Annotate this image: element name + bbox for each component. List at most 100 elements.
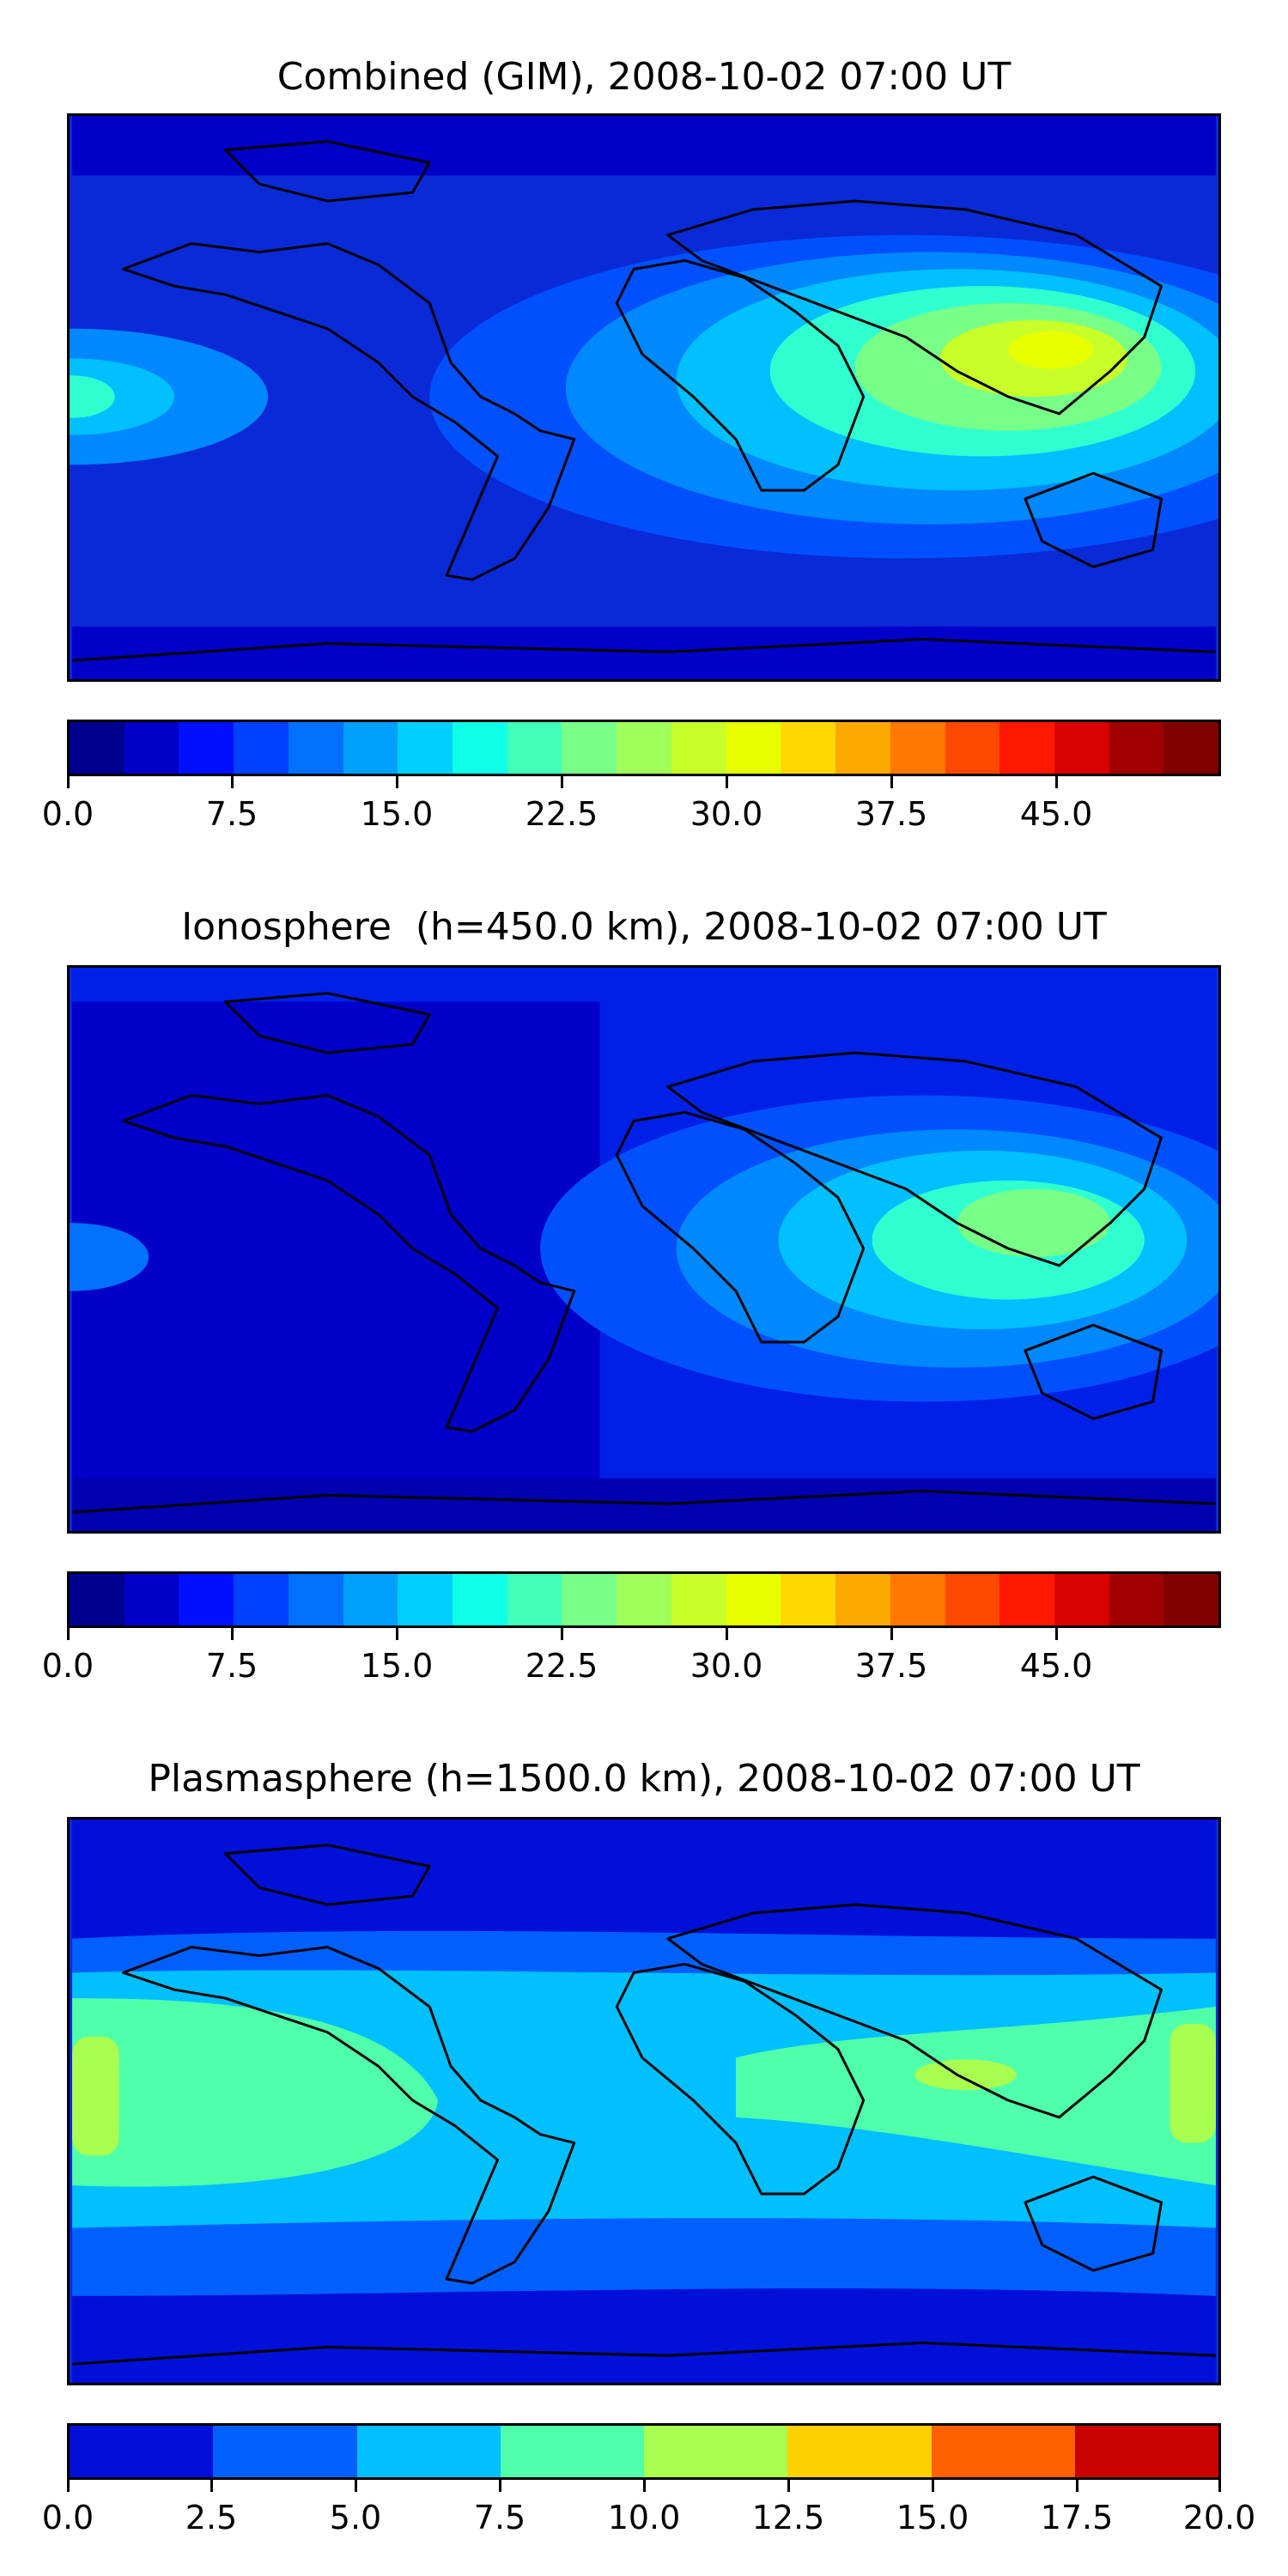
chart-title: Combined (GIM), 2008-10-02 07:00 UT (276, 55, 1012, 99)
colorbar-tick (890, 776, 893, 788)
coastline-australia (1024, 2175, 1163, 2272)
colorbar-segment (70, 722, 125, 774)
colorbar-ticks: 0.0 2.5 5.0 7.5 10.0 12.5 15.0 17.5 20.0 (42, 2480, 1255, 2537)
field-contour (914, 2059, 1018, 2091)
map-svg (71, 1820, 1216, 2383)
colorbar (67, 720, 1221, 776)
colorbar-tick (67, 2480, 70, 2492)
colorbar-tick-label: 45.0 (1019, 1647, 1093, 1685)
colorbar-tick (231, 776, 234, 788)
colorbar-tick (396, 776, 398, 788)
colorbar-tick (1055, 1628, 1058, 1640)
field-contour (736, 2007, 1216, 2186)
colorbar-tick (396, 1628, 398, 1640)
colorbar-tick (932, 2480, 934, 2492)
colorbar-tick-label: 15.0 (360, 795, 434, 833)
colorbar-tick-label: 7.5 (205, 795, 258, 833)
chart-title: Plasmasphere (h=1500.0 km), 2008-10-02 0… (148, 1757, 1140, 1801)
colorbar-ticks: 0.0 7.5 15.0 22.5 30.0 37.5 45.0 (42, 1628, 1221, 1685)
field-polar-south (72, 626, 1216, 679)
coastline-eurasia (666, 1051, 1163, 1267)
colorbar-tick (1218, 2480, 1221, 2492)
colorbar-segment (562, 722, 617, 774)
colorbar-tick-label: 10.0 (607, 2499, 681, 2537)
colorbar-segment (1074, 2426, 1218, 2477)
coastline-australia (1024, 471, 1163, 568)
colorbar (67, 2423, 1221, 2480)
colorbar-segment (617, 1574, 671, 1625)
colorbar-tick (1055, 776, 1058, 788)
colorbar-tick (787, 2480, 790, 2492)
colorbar-tick-label: 7.5 (205, 1647, 258, 1685)
colorbar-tick-label: 12.5 (751, 2499, 825, 2537)
colorbar-tick (355, 2480, 357, 2492)
colorbar-tick-label: 0.0 (41, 2499, 94, 2537)
colorbar-tick-label: 5.0 (329, 2499, 382, 2537)
colorbar-segment (343, 722, 398, 774)
colorbar-segment (507, 722, 562, 774)
colorbar-tick-label: 15.0 (360, 1647, 434, 1685)
colorbar-segment (507, 1574, 562, 1625)
colorbar-tick (890, 1628, 893, 1640)
field-contour (72, 1001, 600, 1479)
colorbar-segment (671, 1574, 726, 1625)
colorbar-segment (288, 722, 343, 774)
colorbar-tick-label: 17.5 (1040, 2499, 1114, 2537)
colorbar-tick (726, 776, 728, 788)
colorbar-tick-label: 2.5 (185, 2499, 238, 2537)
colorbar-tick-label: 30.0 (690, 1647, 763, 1685)
colorbar-segment (617, 722, 671, 774)
field-contour (957, 1188, 1111, 1257)
colorbar-segment (999, 722, 1054, 774)
colorbar-tick-label: 30.0 (690, 795, 763, 833)
field-contour (1170, 2023, 1216, 2143)
colorbar-segment (234, 1574, 289, 1625)
colorbar-tick-label: 37.5 (854, 795, 928, 833)
coastlines (71, 992, 1216, 1514)
colorbar-tick (1076, 2480, 1078, 2492)
colorbar-tick (726, 1628, 728, 1640)
colorbar-segment (1163, 722, 1218, 774)
map-plot (67, 965, 1221, 1534)
colorbar-segment (890, 722, 945, 774)
colorbar-segment (931, 2426, 1075, 2477)
field-polar-south (72, 1478, 1216, 1531)
colorbar-tick (561, 776, 563, 788)
colorbar-segment (70, 1574, 125, 1625)
colorbar (67, 1571, 1221, 1628)
colorbar-segment (726, 722, 781, 774)
field-contour (70, 1223, 149, 1291)
colorbar-segment (999, 1574, 1054, 1625)
colorbar-segment (562, 1574, 617, 1625)
colorbar-tick-label: 45.0 (1019, 795, 1093, 833)
colorbar-segment (671, 722, 726, 774)
colorbar-segment (179, 1574, 234, 1625)
colorbar-segment (288, 1574, 343, 1625)
colorbar-segment (453, 722, 507, 774)
coastline-americas (122, 242, 576, 581)
colorbar-segment (453, 1574, 507, 1625)
colorbar-tick-label: 22.5 (525, 1647, 598, 1685)
colorbar-tick-label: 7.5 (473, 2499, 526, 2537)
coastline-americas (122, 1946, 576, 2285)
colorbar-segment (124, 1574, 179, 1625)
colorbar-segment (70, 2426, 214, 2477)
colorbar-tick (561, 1628, 563, 1640)
colorbar-tick (231, 1628, 234, 1640)
chart-title: Ionosphere (h=450.0 km), 2008-10-02 07:0… (181, 905, 1107, 949)
coastline-africa (615, 1110, 866, 1344)
colorbar-segment (1163, 1574, 1218, 1625)
colorbar-segment (1054, 722, 1109, 774)
colorbar-segment (1109, 722, 1164, 774)
field-contour (72, 2036, 119, 2156)
coastlines (71, 1844, 1216, 2366)
field-contour (70, 375, 115, 418)
colorbar-tick (499, 2480, 501, 2492)
colorbar-tick-label: 37.5 (854, 1647, 928, 1685)
coastline-arctic (223, 1844, 431, 1906)
colorbar-tick-label: 20.0 (1182, 2499, 1256, 2537)
map-plot (67, 113, 1221, 682)
colorbar-segment (356, 2426, 501, 2477)
colorbar-segment (945, 1574, 1000, 1625)
coastline-eurasia (666, 199, 1163, 416)
